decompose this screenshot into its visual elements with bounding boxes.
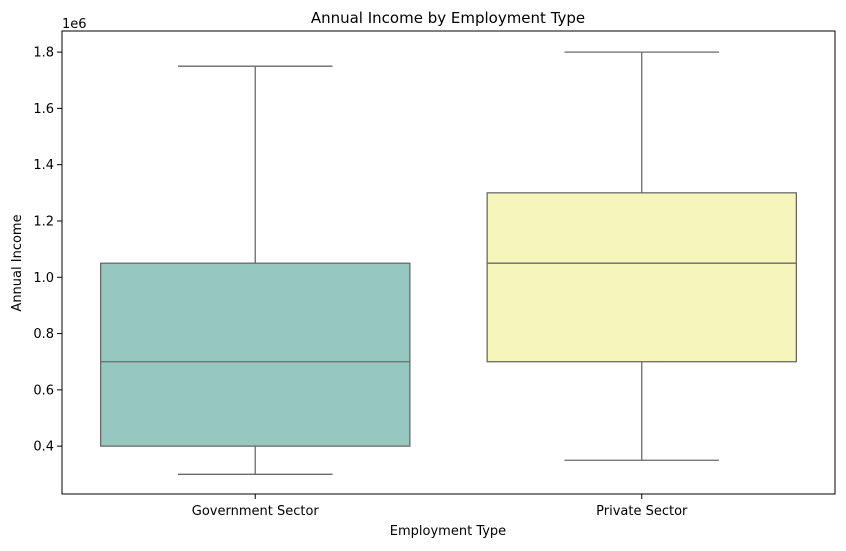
x-axis-label: Employment Type <box>390 524 506 539</box>
y-axis-offset-label: 1e6 <box>62 17 87 32</box>
box-government-sector <box>100 65 411 475</box>
y-axis-label: Annual Income <box>10 214 25 311</box>
x-tick-label: Private Sector <box>596 504 688 519</box>
y-tick-label: 1.4 <box>33 158 54 173</box>
iqr-box <box>100 262 411 447</box>
plot-frame <box>61 30 836 495</box>
x-axis-ticks: Government Sector Private Sector <box>192 494 688 519</box>
y-tick-label: 1.6 <box>33 102 54 117</box>
y-tick-label: 1.2 <box>33 214 54 229</box>
y-tick-label: 0.6 <box>33 383 54 398</box>
iqr-box <box>486 192 798 363</box>
box-private-sector <box>486 51 798 461</box>
y-tick-label: 1.8 <box>33 46 54 61</box>
chart-title: Annual Income by Employment Type <box>311 9 585 27</box>
y-tick-label: 0.4 <box>33 440 54 455</box>
plot-area: 0.4 0.6 0.8 1.0 1.2 1.4 1.6 1.8 Government Secto… <box>33 46 798 519</box>
x-tick-label: Government Sector <box>192 504 320 519</box>
y-tick-label: 1.0 <box>33 271 54 286</box>
y-tick-label: 0.8 <box>33 327 54 342</box>
y-axis-ticks: 0.4 0.6 0.8 1.0 1.2 1.4 1.6 1.8 <box>33 46 62 455</box>
